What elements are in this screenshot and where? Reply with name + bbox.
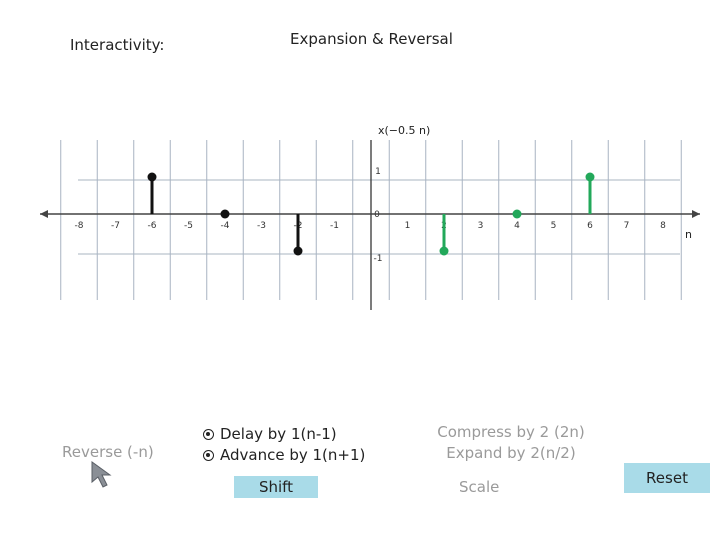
x-tick-label: -8 (75, 221, 84, 231)
shift-options: Delay by 1(n-1) Advance by 1(n+1) (203, 424, 365, 466)
x-tick-label: 0 (374, 210, 380, 220)
page-title: Expansion & Reversal (290, 30, 453, 48)
stem-point (220, 209, 230, 219)
x-tick-label: -5 (184, 221, 193, 231)
x-tick-label: 8 (660, 221, 666, 231)
signal-label: x(−0.5 n) (378, 124, 430, 137)
scale-options: Compress by 2 (2n) Expand by 2(n/2) (436, 422, 586, 464)
x-tick-label: -4 (221, 221, 230, 231)
x-axis-left-arrow (40, 210, 48, 218)
x-tick-label: 6 (587, 221, 593, 231)
x-tick-label: -1 (330, 221, 339, 231)
x-tick-label: -3 (257, 221, 266, 231)
mouse-pointer-icon (91, 461, 112, 488)
x-tick-label: 4 (514, 221, 520, 231)
stem-point (585, 172, 595, 182)
stem-point (512, 209, 522, 219)
radio-icon[interactable] (203, 429, 214, 440)
interactivity-label: Interactivity: (70, 36, 165, 54)
scale-button[interactable]: Scale (459, 478, 500, 496)
x-tick-label: 5 (551, 221, 557, 231)
n-axis-label: n (685, 228, 692, 241)
x-tick-label: -6 (148, 221, 157, 231)
stems (147, 172, 595, 256)
expand-option[interactable]: Expand by 2(n/2) (446, 444, 576, 462)
stem-plot: -8-7-6-5-4-3-2-10123456781-1 x(−0.5 n) n (40, 124, 700, 310)
shift-button[interactable]: Shift (234, 476, 318, 498)
radio-icon[interactable] (203, 450, 214, 461)
reverse-button[interactable]: Reverse (-n) (62, 443, 154, 461)
x-tick-label: -7 (111, 221, 120, 231)
delay-option-label: Delay by 1(n-1) (220, 425, 337, 443)
x-tick-label: 1 (405, 221, 411, 231)
advance-option-label: Advance by 1(n+1) (220, 446, 366, 464)
advance-option[interactable]: Advance by 1(n+1) (203, 445, 365, 466)
reset-button[interactable]: Reset (624, 463, 710, 493)
axes (40, 140, 700, 310)
x-axis-right-arrow (692, 210, 700, 218)
stem-point (293, 246, 303, 256)
y-tick-label: -1 (374, 254, 383, 264)
grid (60, 140, 682, 300)
stem-point (147, 172, 157, 182)
compress-option[interactable]: Compress by 2 (2n) (437, 423, 585, 441)
delay-option[interactable]: Delay by 1(n-1) (203, 424, 365, 445)
y-tick-label: 1 (375, 167, 381, 177)
x-tick-label: 7 (624, 221, 630, 231)
x-tick-label: 3 (478, 221, 484, 231)
stem-point (439, 246, 449, 256)
